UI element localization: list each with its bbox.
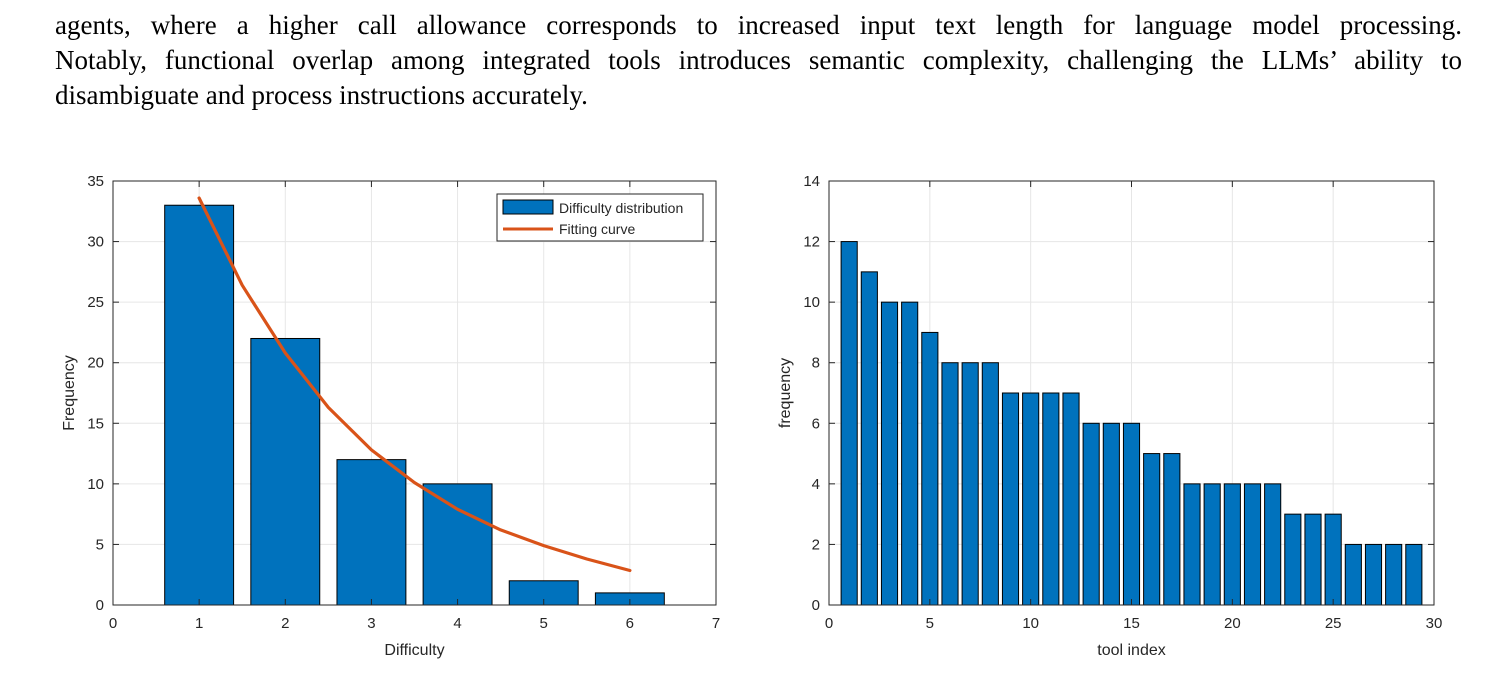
x-tick-label: 4 — [453, 615, 461, 632]
legend-bar-swatch — [502, 199, 554, 215]
x-tick-label: 1 — [195, 615, 203, 632]
bar — [840, 241, 858, 606]
bar — [1082, 422, 1100, 606]
bar — [1143, 453, 1161, 606]
y-tick-label: 20 — [87, 355, 104, 372]
bar — [1324, 513, 1342, 606]
y-tick-label: 35 — [87, 173, 104, 190]
legend-label: Difficulty distribution — [559, 200, 683, 216]
y-tick-label: 25 — [87, 294, 104, 311]
y-tick-label: 10 — [87, 476, 104, 493]
bar — [921, 331, 939, 606]
x-tick-label: 5 — [926, 615, 934, 632]
bar — [1001, 392, 1020, 606]
y-tick-label: 30 — [87, 234, 104, 251]
bar — [1062, 392, 1080, 606]
bar — [336, 459, 407, 606]
bar — [1102, 422, 1120, 606]
y-axis-label: Frequency — [61, 355, 78, 431]
y-tick-label: 8 — [812, 355, 820, 372]
x-tick-label: 6 — [626, 615, 634, 632]
bar — [1203, 483, 1221, 606]
bar — [1183, 483, 1201, 606]
x-tick-label: 0 — [825, 615, 833, 632]
legend-label: Fitting curve — [559, 221, 635, 237]
bar — [422, 483, 493, 606]
bar — [1163, 453, 1181, 606]
bar — [981, 362, 999, 606]
bar — [941, 362, 959, 606]
bar — [961, 362, 979, 606]
bar — [1304, 513, 1322, 606]
y-tick-label: 2 — [812, 536, 820, 553]
bar — [1284, 513, 1302, 606]
x-tick-label: 25 — [1325, 615, 1342, 632]
x-tick-label: 0 — [109, 615, 117, 632]
bar — [901, 301, 919, 606]
x-tick-label: 5 — [540, 615, 548, 632]
y-tick-label: 0 — [96, 597, 104, 614]
x-axis-label: tool index — [1097, 642, 1166, 659]
x-tick-label: 30 — [1426, 615, 1443, 632]
difficulty-histogram-chart: 0 1 2 3 4 5 6 7 0 5 10 15 20 25 30 35 Difficulty Frequenc… — [61, 173, 720, 659]
bar — [1405, 543, 1423, 606]
bar — [1223, 483, 1241, 606]
bar — [250, 337, 321, 606]
bar — [1385, 543, 1403, 606]
tool-frequency-chart: 0 5 10 15 20 25 30 0 2 4 6 8 10 12 14 tool index frequen… — [777, 173, 1443, 659]
bar — [1364, 543, 1383, 606]
bar — [164, 204, 235, 606]
y-tick-label: 0 — [812, 597, 820, 614]
x-tick-label: 10 — [1022, 615, 1039, 632]
body-paragraph: agents, where a higher call allowance co… — [55, 8, 1462, 113]
x-tick-label: 3 — [367, 615, 375, 632]
bar — [1042, 392, 1060, 606]
x-tick-label: 7 — [712, 615, 720, 632]
x-tick-label: 2 — [281, 615, 289, 632]
legend: Difficulty distribution Fitting curve — [496, 193, 704, 242]
bar — [1344, 543, 1362, 606]
bar — [880, 301, 899, 606]
bar — [1264, 483, 1282, 606]
x-tick-label: 20 — [1224, 615, 1241, 632]
x-axis-label: Difficulty — [384, 642, 444, 659]
bar — [1243, 483, 1262, 606]
paragraph-line: disambiguate and process instructions ac… — [55, 80, 588, 110]
y-tick-label: 14 — [803, 173, 820, 190]
axes-frame — [112, 180, 717, 606]
y-axis-label: frequency — [777, 358, 794, 428]
x-tick-label: 15 — [1123, 615, 1140, 632]
y-tick-label: 15 — [87, 415, 104, 432]
bar — [1022, 392, 1040, 606]
bar — [860, 271, 878, 606]
paragraph-line: Notably, functional overlap among integr… — [55, 45, 1462, 75]
bar — [1122, 422, 1141, 606]
y-tick-label: 10 — [803, 294, 820, 311]
fitting-curve-line — [197, 196, 632, 573]
paragraph-line: agents, where a higher call allowance co… — [55, 10, 1462, 40]
y-tick-label: 5 — [96, 536, 104, 553]
y-tick-label: 12 — [803, 234, 820, 251]
y-tick-label: 4 — [812, 476, 820, 493]
y-tick-label: 6 — [812, 415, 820, 432]
